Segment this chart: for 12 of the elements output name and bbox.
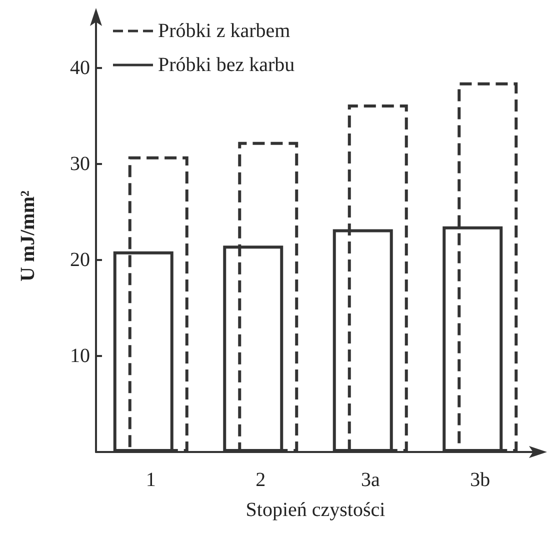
x-tick-label: 3a bbox=[360, 469, 380, 491]
legend-label: Próbki z karbem bbox=[158, 20, 291, 42]
y-tick-label: 20 bbox=[70, 249, 90, 271]
x-tick-label: 2 bbox=[256, 469, 266, 491]
x-tick-label: 3b bbox=[470, 469, 490, 491]
legend-label: Próbki bez karbu bbox=[158, 54, 295, 76]
y-tick-label: 40 bbox=[70, 57, 90, 79]
y-tick-label: 10 bbox=[70, 345, 90, 367]
y-tick-label: 30 bbox=[70, 153, 90, 175]
y-axis-title: U mJ/mm² bbox=[17, 190, 39, 282]
x-tick-label: 1 bbox=[146, 469, 156, 491]
x-axis-title: Stopień czystości bbox=[246, 499, 386, 521]
